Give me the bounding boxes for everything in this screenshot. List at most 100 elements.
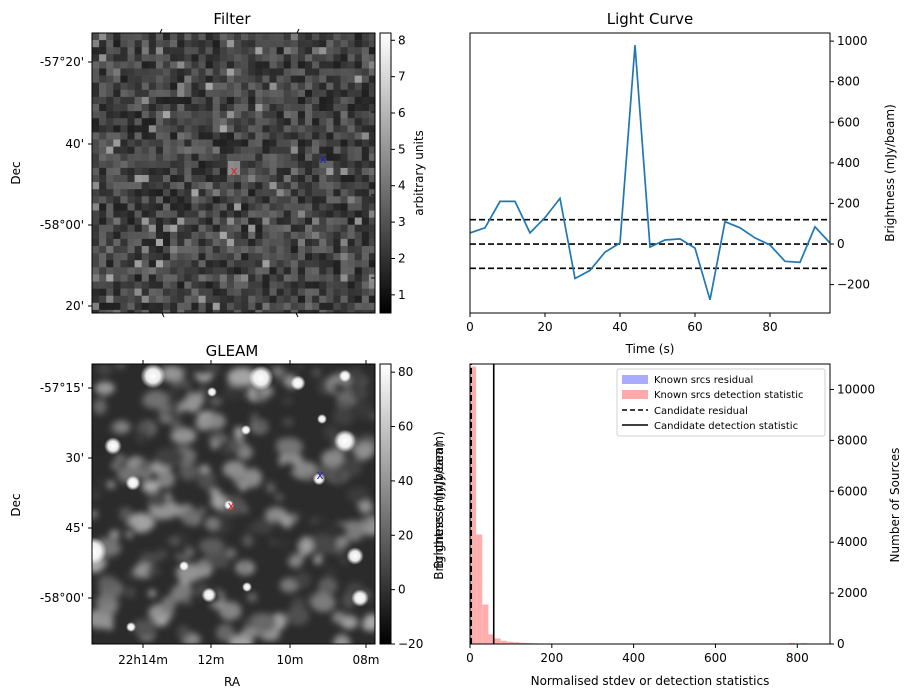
filter-pixel — [347, 189, 355, 197]
filter-pixel — [354, 139, 363, 147]
filter-pixel — [106, 167, 114, 176]
filter-pixel — [177, 47, 185, 55]
filter-pixel — [340, 196, 348, 204]
filter-pixel — [305, 281, 313, 289]
filter-pixel — [148, 47, 157, 55]
filter-pixel — [297, 253, 306, 261]
filter-pixel — [312, 246, 320, 254]
filter-pixel — [333, 118, 341, 126]
gleam-source — [92, 537, 107, 565]
filter-pixel — [326, 182, 334, 190]
filter-pixel — [290, 238, 299, 247]
gleam-noise-blob — [333, 634, 351, 644]
filter-pixel — [134, 96, 142, 105]
filter-pixel — [312, 33, 320, 41]
filter-pixel — [141, 153, 150, 162]
filter-pixel — [141, 288, 150, 296]
filter-pixel — [170, 302, 178, 311]
filter-pixel — [234, 47, 242, 55]
filter-pixel — [148, 146, 157, 154]
filter-pixel — [184, 54, 192, 62]
filter-pixel — [134, 75, 142, 83]
filter-pixel — [148, 217, 157, 225]
filter-pixel — [305, 139, 313, 147]
filter-pixel — [326, 224, 334, 233]
filter-pixel — [269, 224, 277, 233]
filter-pixel — [219, 182, 228, 190]
filter-pixel — [305, 118, 313, 126]
filter-pixel — [305, 40, 313, 48]
filter-pixel — [177, 75, 185, 83]
filter-pixel — [191, 132, 199, 140]
filter-pixel — [163, 267, 171, 275]
filter-pixel — [319, 295, 327, 304]
filter-pixel — [326, 210, 334, 218]
filter-pixel — [184, 246, 192, 254]
filter-pixel — [127, 203, 135, 211]
filter-pixel — [120, 160, 128, 169]
filter-pixel — [290, 260, 299, 268]
filter-pixel — [368, 82, 375, 91]
filter-pixel — [177, 160, 185, 169]
filter-pixel — [361, 295, 370, 304]
filter-pixel — [191, 260, 199, 268]
filter-pixel — [333, 82, 341, 91]
gleam-noise-blob — [348, 367, 364, 382]
filter-pixel — [212, 203, 221, 211]
filter-pixel — [219, 160, 228, 169]
filter-pixel — [312, 82, 320, 91]
filter-pixel — [340, 182, 348, 190]
filter-pixel — [155, 267, 164, 275]
gleam-xtick-label: 08m — [353, 653, 380, 667]
light-curve-ytick-label: 200 — [837, 196, 860, 210]
gleam-noise-blob — [131, 619, 156, 636]
filter-pixel — [312, 196, 320, 204]
filter-pixel — [163, 231, 171, 240]
filter-pixel — [361, 82, 370, 91]
filter-pixel — [297, 182, 306, 190]
filter-pixel — [205, 75, 213, 83]
filter-pixel — [326, 54, 334, 62]
filter-pixel — [219, 75, 228, 83]
filter-pixel — [368, 302, 375, 311]
filter-pixel — [226, 274, 235, 282]
filter-pixel — [297, 302, 306, 311]
filter-pixel — [333, 153, 341, 162]
filter-pixel — [326, 196, 334, 204]
filter-pixel — [99, 82, 107, 91]
filter-pixel — [212, 253, 221, 261]
filter-bottom-tick — [161, 312, 165, 318]
gleam-colorbar-gradient — [379, 363, 392, 645]
filter-pixel — [312, 54, 320, 62]
filter-pixel — [255, 125, 263, 133]
filter-pixel — [148, 153, 157, 162]
filter-pixel — [141, 260, 150, 268]
filter-pixel — [198, 132, 206, 140]
filter-pixel — [241, 82, 249, 91]
filter-pixel — [155, 89, 164, 98]
filter-pixel — [148, 68, 157, 76]
filter-pixel — [205, 309, 213, 313]
histogram-bar — [470, 628, 472, 644]
filter-pixel — [361, 139, 370, 147]
filter-pixel — [234, 82, 242, 91]
filter-pixel — [297, 132, 306, 140]
filter-pixel — [184, 75, 192, 83]
filter-pixel — [106, 288, 114, 296]
filter-pixel — [340, 175, 348, 183]
filter-pixel — [212, 281, 221, 289]
filter-pixel — [319, 302, 327, 311]
filter-pixel — [127, 153, 135, 162]
filter-pixel — [276, 96, 284, 105]
histogram-xtick-label: 0 — [466, 651, 474, 665]
filter-pixel — [120, 246, 128, 254]
filter-pixel — [234, 139, 242, 147]
filter-pixel — [191, 75, 199, 83]
filter-pixel — [177, 302, 185, 311]
filter-pixel — [92, 40, 100, 48]
filter-pixel — [92, 203, 100, 211]
filter-pixel — [92, 302, 100, 311]
filter-pixel — [148, 238, 157, 247]
filter-pixel — [326, 68, 334, 76]
filter-pixel — [141, 295, 150, 304]
